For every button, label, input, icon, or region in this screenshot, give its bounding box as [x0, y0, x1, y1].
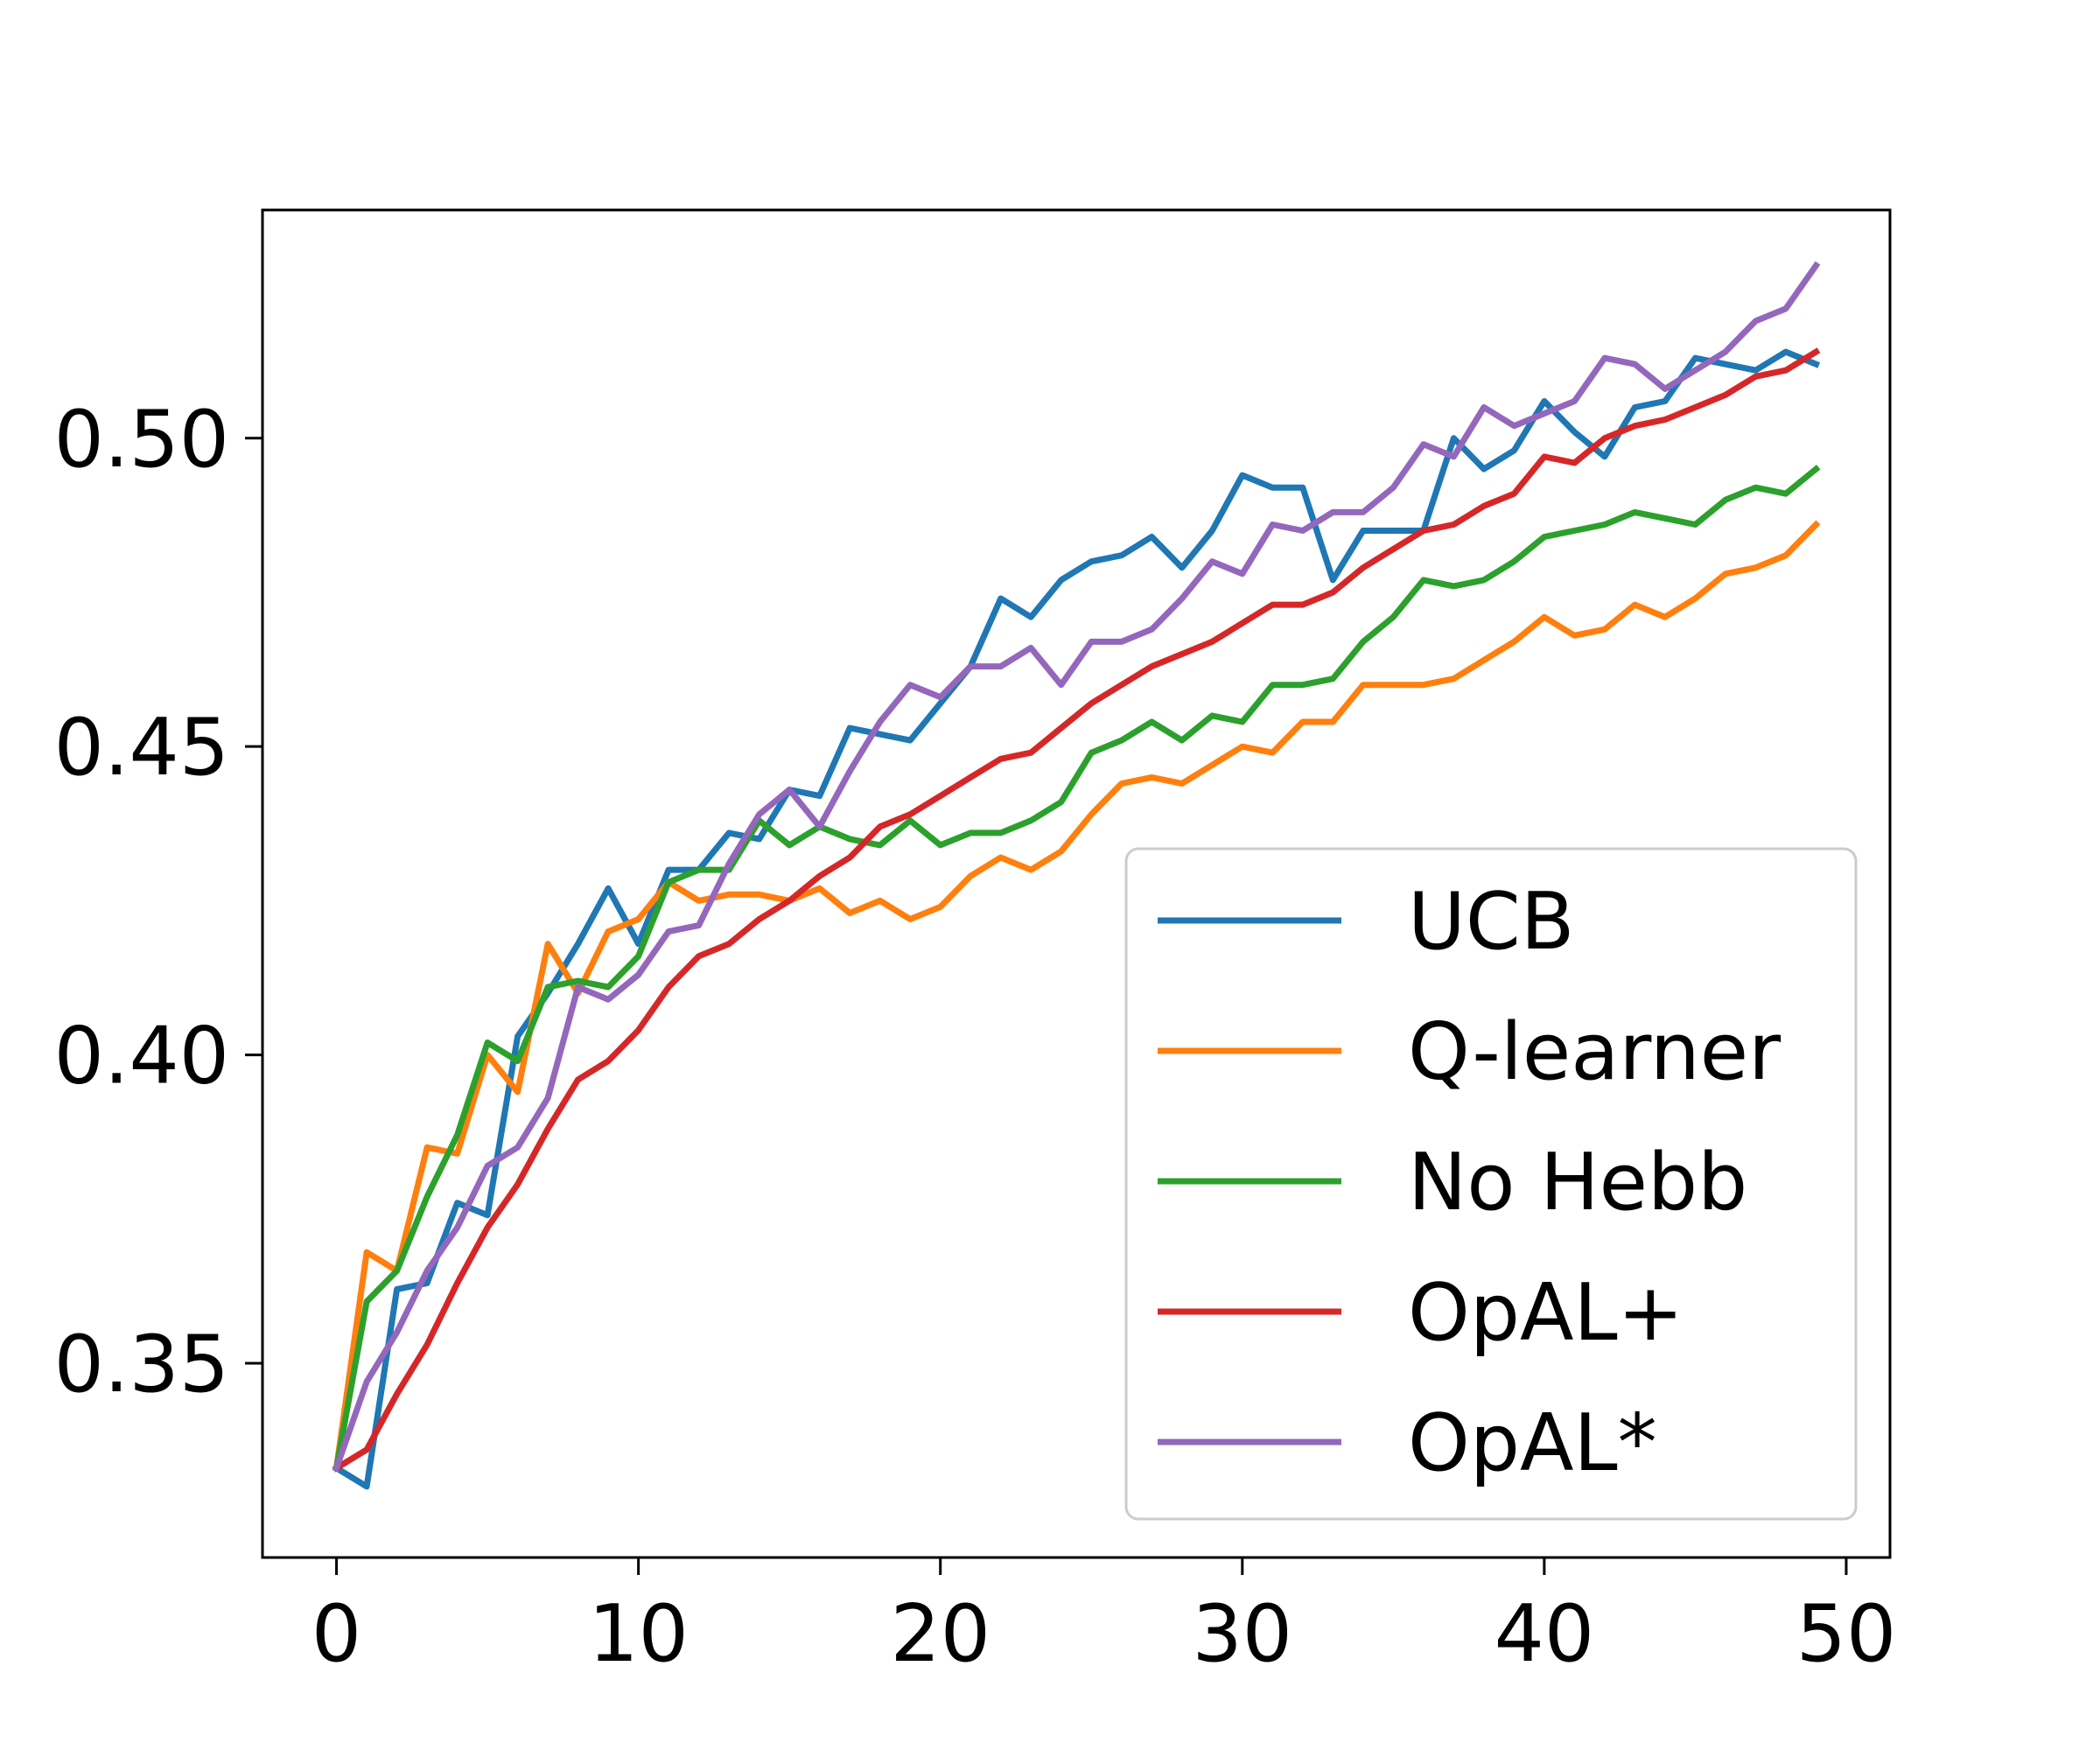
y-tick-label: 0.45 — [54, 702, 229, 794]
legend-label-4: OpAL* — [1408, 1397, 1657, 1489]
series-line-4 — [332, 261, 1821, 1473]
legend-label-1: Q-learner — [1408, 1006, 1781, 1098]
x-tick-label: 0 — [312, 1588, 361, 1680]
y-tick-label: 0.35 — [54, 1319, 229, 1410]
x-tick-label: 20 — [890, 1588, 990, 1680]
y-tick-label: 0.40 — [54, 1011, 229, 1102]
x-tick-label: 40 — [1494, 1588, 1595, 1680]
y-axis: 0.35 0.40 0.45 0.50 — [54, 394, 262, 1410]
series-line-3 — [332, 347, 1821, 1473]
legend: UCB Q-learner No Hebb OpAL+ OpAL* — [1124, 847, 1858, 1521]
x-tick-label: 10 — [588, 1588, 689, 1680]
plot-frame — [261, 208, 1892, 1559]
legend-label-2: No Hebb — [1408, 1137, 1747, 1228]
series-line-2 — [332, 465, 1821, 1472]
series-layer — [332, 261, 1821, 1490]
legend-label-0: UCB — [1408, 876, 1574, 968]
x-tick-label: 30 — [1193, 1588, 1293, 1680]
legend-label-3: OpAL+ — [1408, 1267, 1684, 1359]
series-line-0 — [332, 348, 1821, 1490]
x-axis: 0 10 20 30 40 50 — [312, 1558, 1896, 1680]
y-tick-label: 0.50 — [54, 394, 229, 486]
legend-box — [1124, 847, 1858, 1521]
x-tick-label: 50 — [1796, 1588, 1897, 1680]
